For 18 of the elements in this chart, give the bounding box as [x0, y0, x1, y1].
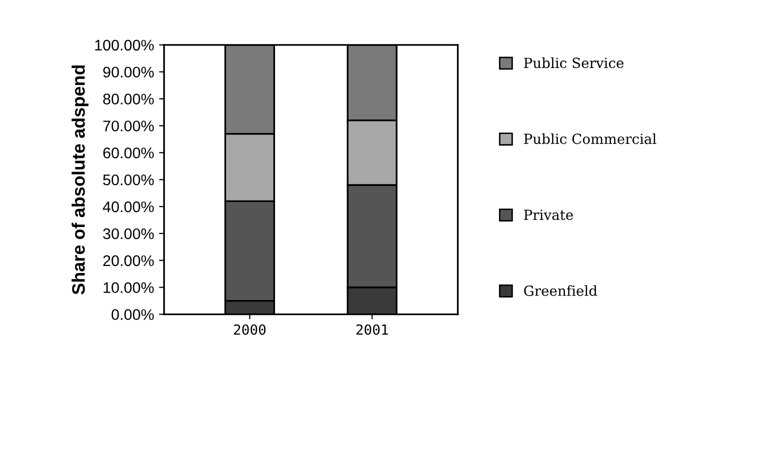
y-tick-label: 50.00% — [103, 174, 154, 186]
y-tick-label: 80.00% — [103, 94, 154, 104]
legend-label: Greenfield — [524, 285, 598, 296]
legend-label: Private — [524, 210, 573, 220]
y-tick-label: 20.00% — [103, 255, 154, 266]
legend-label: Public Commercial — [524, 133, 656, 144]
y-tick-label: 40.00% — [102, 201, 154, 212]
y-tick-label: 30.00% — [103, 228, 154, 240]
legend-label: Public Service — [524, 57, 624, 68]
y-tick-label: 60.00% — [103, 148, 154, 158]
y-tick-label: 70.00% — [103, 120, 154, 132]
y-tick-label: 90.00% — [103, 66, 154, 78]
x-tick-label: 2000 — [234, 324, 266, 335]
y-tick-label: 0.00% — [112, 309, 154, 320]
y-tick-label: 10.00% — [104, 282, 154, 294]
y-tick-label: 100.00% — [95, 40, 154, 51]
x-tick-label: 2001 — [356, 324, 388, 335]
y-axis-title: Share of absolute adspend — [72, 65, 88, 294]
